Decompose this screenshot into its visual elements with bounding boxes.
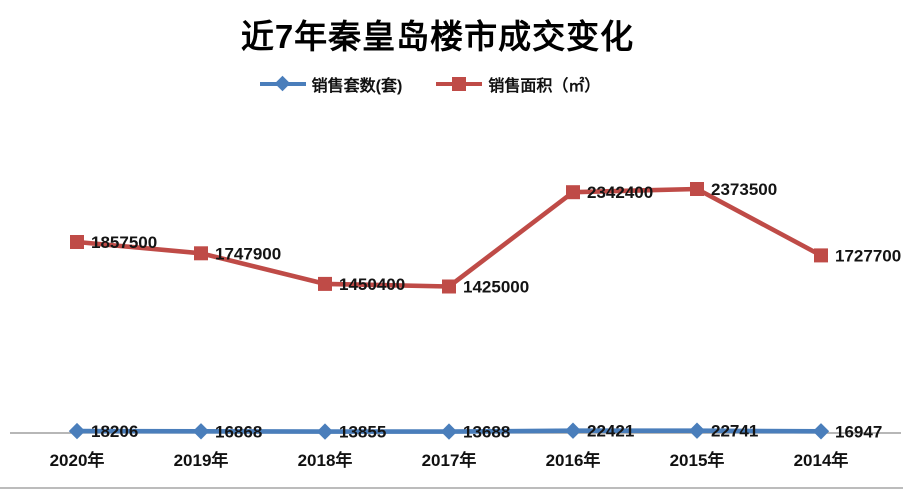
data-point-square[interactable] [566,185,580,200]
data-label: 1857500 [91,233,157,252]
data-label: 1747900 [215,244,281,263]
data-point-square[interactable] [194,246,208,261]
chart-legend: 销售套数(套) 销售面积（㎡） [0,72,860,96]
series-line-square [74,186,824,289]
data-point-diamond[interactable] [192,423,210,440]
data-point-diamond[interactable] [564,422,582,439]
data-label: 2342400 [587,183,653,202]
data-label: 1450400 [339,275,405,294]
data-label: 16868 [215,422,262,441]
x-axis-label: 2020年 [50,450,105,470]
data-point-diamond[interactable] [68,422,86,440]
data-point-square[interactable] [814,248,828,263]
data-label: 13855 [339,423,386,442]
data-point-square[interactable] [690,182,704,196]
legend-label-units: 销售套数(套) [311,78,403,95]
x-axis-label: 2015年 [670,450,725,470]
legend-item-area[interactable]: 销售面积（㎡） [436,72,600,96]
data-point-diamond[interactable] [812,423,830,440]
data-label: 18206 [91,422,138,441]
data-label: 13688 [463,423,510,442]
red-square-series-icon [436,76,483,92]
square-marker-icon [452,77,467,91]
data-label: 22741 [711,422,758,441]
data-point-square[interactable] [70,235,84,249]
data-label: 1727700 [835,246,901,265]
x-axis-label: 2016年 [546,450,601,470]
data-point-diamond[interactable] [440,423,458,440]
legend-label-area: 销售面积（㎡） [488,78,601,95]
data-label: 2373500 [711,180,777,199]
data-point-diamond[interactable] [316,423,334,440]
data-label: 16947 [835,422,882,441]
x-axis-label: 2018年 [298,450,353,470]
data-point-diamond[interactable] [688,422,706,439]
x-axis-label: 2017年 [422,450,477,470]
data-label: 1425000 [463,278,529,297]
x-axis-label: 2014年 [794,450,849,470]
data-point-square[interactable] [318,276,332,291]
data-label: 22421 [587,422,634,441]
chart-title: 近7年秦皇岛楼市成交变化 [240,18,635,55]
blue-diamond-series-icon [259,75,306,92]
data-point-square[interactable] [442,279,456,294]
legend-item-units[interactable]: 销售套数(套) [259,72,403,96]
x-axis-label: 2019年 [174,450,229,470]
